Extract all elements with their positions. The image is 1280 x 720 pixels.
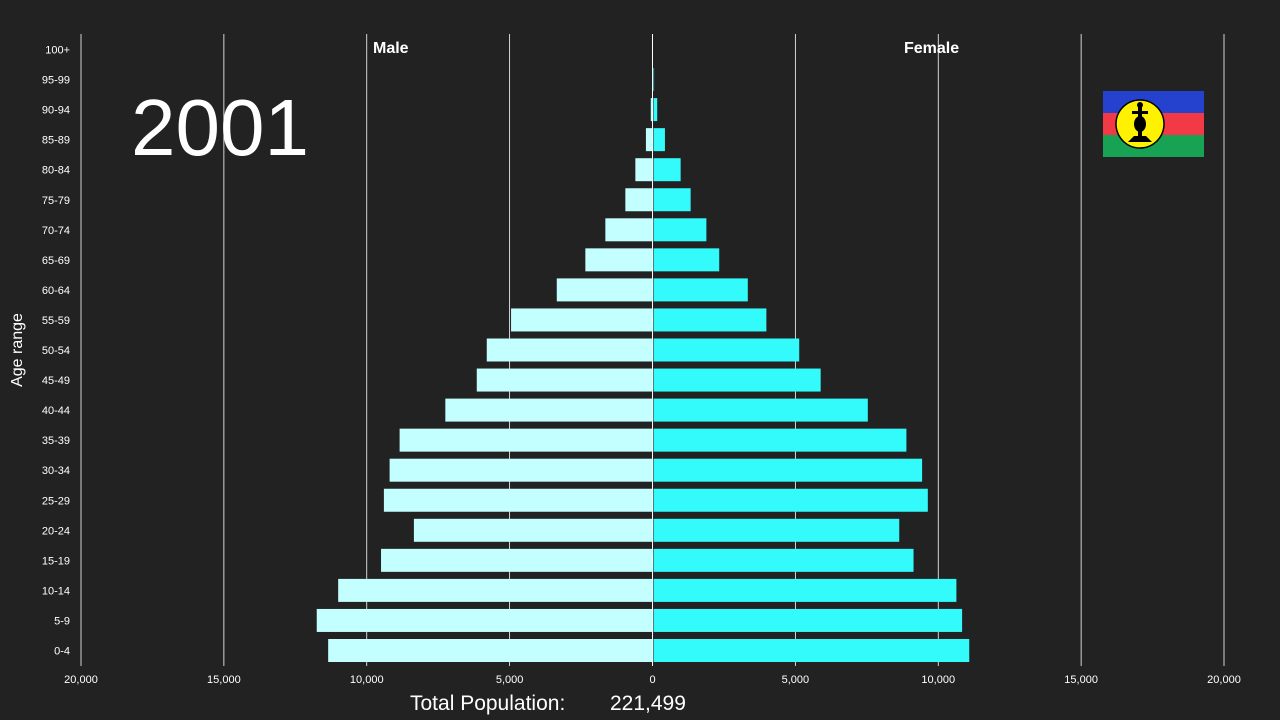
y-tick-label: 5-9 xyxy=(54,615,70,627)
female-bar-20-24 xyxy=(653,518,900,542)
y-tick-label: 70-74 xyxy=(42,225,70,237)
y-tick-label: 50-54 xyxy=(42,345,70,357)
female-bar-85-89 xyxy=(653,128,665,152)
female-bar-95-99 xyxy=(653,68,655,92)
male-bar-90-94 xyxy=(650,98,653,122)
x-tick-label: 10,000 xyxy=(921,674,955,686)
bars xyxy=(316,34,970,666)
male-bar-60-64 xyxy=(556,278,653,302)
x-tick-label: 20,000 xyxy=(1207,674,1241,686)
female-bar-35-39 xyxy=(653,428,907,452)
female-bar-90-94 xyxy=(653,98,658,122)
y-tick-label: 10-14 xyxy=(42,585,70,597)
y-axis-title: Age range xyxy=(9,313,26,387)
x-tick-label: 20,000 xyxy=(64,674,98,686)
male-bar-30-34 xyxy=(389,458,653,482)
y-tick-label: 95-99 xyxy=(42,75,70,87)
male-bar-0-4 xyxy=(328,639,653,662)
female-bar-25-29 xyxy=(653,488,928,512)
y-tick-label: 0-4 xyxy=(54,646,70,658)
female-bar-75-79 xyxy=(653,188,691,212)
y-tick-label: 30-34 xyxy=(42,465,70,477)
male-bar-25-29 xyxy=(383,488,653,512)
male-bar-65-69 xyxy=(585,248,653,272)
x-tick-label: 15,000 xyxy=(1064,674,1098,686)
x-tick-label: 15,000 xyxy=(207,674,241,686)
male-bar-55-59 xyxy=(511,308,653,332)
male-bar-20-24 xyxy=(413,518,653,542)
male-header: Male xyxy=(373,40,409,57)
female-bar-45-49 xyxy=(653,368,821,392)
x-tick-label: 10,000 xyxy=(350,674,384,686)
male-bar-5-9 xyxy=(316,608,653,632)
female-bar-5-9 xyxy=(653,608,963,632)
y-tick-label: 80-84 xyxy=(42,165,70,177)
female-bar-40-44 xyxy=(653,398,868,422)
total-population-value: 221,499 xyxy=(610,692,686,715)
y-tick-label: 25-29 xyxy=(42,495,70,507)
y-tick-label: 75-79 xyxy=(42,195,70,207)
y-tick-label: 40-44 xyxy=(42,405,70,417)
male-bar-70-74 xyxy=(605,218,653,242)
y-tick-label: 55-59 xyxy=(42,315,70,327)
y-tick-label: 85-89 xyxy=(42,135,70,147)
x-tick-label: 0 xyxy=(649,674,655,686)
female-bar-0-4 xyxy=(653,639,970,662)
y-tick-label: 45-49 xyxy=(42,375,70,387)
y-tick-label: 15-19 xyxy=(42,555,70,567)
male-bar-10-14 xyxy=(338,578,653,602)
female-bar-10-14 xyxy=(653,578,957,602)
female-bar-50-54 xyxy=(653,338,800,362)
female-bar-80-84 xyxy=(653,158,681,182)
total-population-label: Total Population: xyxy=(410,692,565,715)
male-bar-45-49 xyxy=(476,368,653,392)
x-tick-label: 5,000 xyxy=(782,674,810,686)
male-bar-35-39 xyxy=(399,428,653,452)
x-tick-labels: 20,000 15,000 10,000 5,000 0 5,000 10,000 15,00… xyxy=(64,674,1241,686)
female-bar-55-59 xyxy=(653,308,767,332)
male-bar-40-44 xyxy=(445,398,653,422)
y-tick-label: 35-39 xyxy=(42,435,70,447)
x-tick-label: 5,000 xyxy=(496,674,524,686)
male-bar-80-84 xyxy=(635,158,653,182)
new-caledonia-flag-icon xyxy=(1103,91,1204,157)
male-bar-50-54 xyxy=(486,338,653,362)
y-tick-label: 65-69 xyxy=(42,255,70,267)
female-header: Female xyxy=(904,40,959,57)
female-bar-65-69 xyxy=(653,248,720,272)
female-bar-60-64 xyxy=(653,278,748,302)
male-bar-85-89 xyxy=(645,128,653,152)
y-tick-label: 20-24 xyxy=(42,525,70,537)
male-bar-15-19 xyxy=(381,548,653,572)
y-tick-label: 60-64 xyxy=(42,285,70,297)
y-tick-labels: 0-4 5-9 10-14 15-19 20-24 25-29 30-34 35-39 40-4… xyxy=(42,45,70,658)
year-label: 2001 xyxy=(131,83,309,172)
y-tick-label: 100+ xyxy=(45,45,70,57)
female-bar-70-74 xyxy=(653,218,707,242)
y-tick-label: 90-94 xyxy=(42,105,70,117)
female-bar-15-19 xyxy=(653,548,914,572)
female-bar-30-34 xyxy=(653,458,923,482)
male-bar-75-79 xyxy=(625,188,653,212)
